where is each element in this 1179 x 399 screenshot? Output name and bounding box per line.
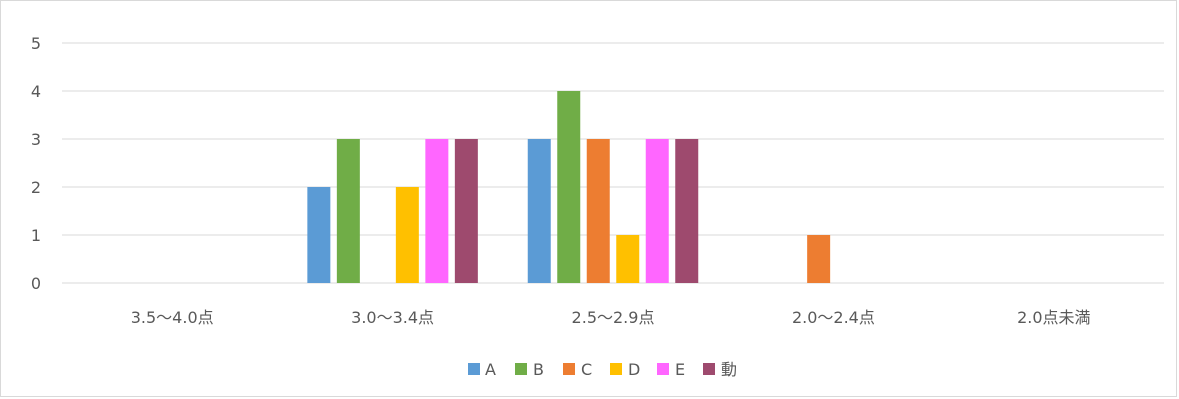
y-tick-label: 0 (31, 274, 41, 293)
bar-B-3 (557, 91, 581, 283)
bar-A-2 (307, 187, 331, 283)
legend-swatch (515, 363, 527, 375)
x-tick-label: 2.5～2.9点 (572, 308, 655, 327)
y-tick-label: 3 (31, 130, 41, 149)
bar-C-3 (586, 139, 610, 283)
bar-D-3 (616, 235, 640, 283)
bar-E-2 (425, 139, 449, 283)
legend-item-動: 動 (703, 360, 737, 379)
legend-swatch (703, 363, 715, 375)
legend-swatch (468, 363, 480, 375)
gridlines (62, 42, 1164, 284)
legend-item-A: A (468, 360, 496, 379)
legend-label: E (675, 360, 685, 379)
legend-swatch (657, 363, 669, 375)
x-tick-label: 3.0～3.4点 (351, 308, 434, 327)
bar-B-2 (336, 139, 360, 283)
x-tick-label: 3.5～4.0点 (131, 308, 214, 327)
bar-A-3 (527, 139, 551, 283)
legend-swatch (563, 363, 575, 375)
legend-label: 動 (721, 360, 737, 379)
legend-item-C: C (563, 360, 592, 379)
y-tick-label: 5 (31, 34, 41, 53)
legend-swatch (610, 363, 622, 375)
legend-label: C (581, 360, 592, 379)
x-axis-ticks: 3.5～4.0点 3.0～3.4点 2.5～2.9点 2.0～2.4点 2.0点未満 (131, 308, 1091, 327)
y-tick-label: 4 (31, 82, 41, 101)
x-tick-label: 2.0点未満 (1017, 308, 1090, 327)
bar-動-2 (454, 139, 478, 283)
legend-item-E: E (657, 360, 685, 379)
y-tick-label: 1 (31, 226, 41, 245)
y-axis-ticks: 0 1 2 3 4 5 (31, 34, 41, 293)
y-tick-label: 2 (31, 178, 41, 197)
legend-label: D (628, 360, 640, 379)
bar-動-3 (675, 139, 699, 283)
bar-C-4 (807, 235, 831, 283)
legend-label: A (485, 360, 496, 379)
legend-label: B (533, 360, 544, 379)
x-tick-label: 2.0～2.4点 (792, 308, 875, 327)
legend-item-D: D (610, 360, 640, 379)
bar-E-3 (645, 139, 669, 283)
bars (307, 91, 831, 283)
bar-D-2 (395, 187, 419, 283)
legend-item-B: B (515, 360, 544, 379)
